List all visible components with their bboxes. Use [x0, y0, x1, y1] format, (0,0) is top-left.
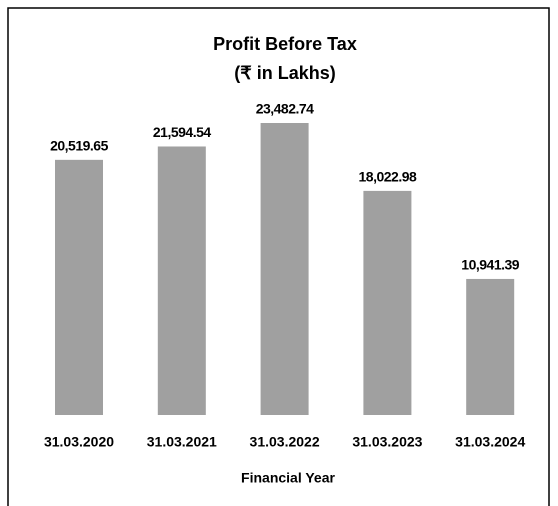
data-label: 21,594.54 [153, 124, 211, 140]
bar [363, 190, 412, 415]
chart-frame [7, 7, 550, 506]
chart-title: Profit Before Tax [213, 34, 357, 54]
x-tick-label: 31.03.2022 [250, 434, 320, 450]
bar [157, 146, 206, 416]
x-tick-label: 31.03.2021 [147, 434, 217, 450]
data-label: 23,482.74 [256, 101, 314, 117]
data-label: 10,941.39 [461, 257, 519, 273]
bar [466, 278, 515, 415]
x-tick-label: 31.03.2024 [455, 434, 525, 450]
bar [260, 123, 309, 415]
x-tick-label: 31.03.2023 [352, 434, 422, 450]
x-tick-label: 31.03.2020 [44, 434, 114, 450]
data-label: 18,022.98 [359, 169, 417, 185]
x-axis-label: Financial Year [241, 470, 335, 486]
chart-subtitle: (₹ in Lakhs) [234, 63, 335, 83]
bar [55, 159, 103, 415]
data-label: 20,519.65 [50, 138, 108, 154]
